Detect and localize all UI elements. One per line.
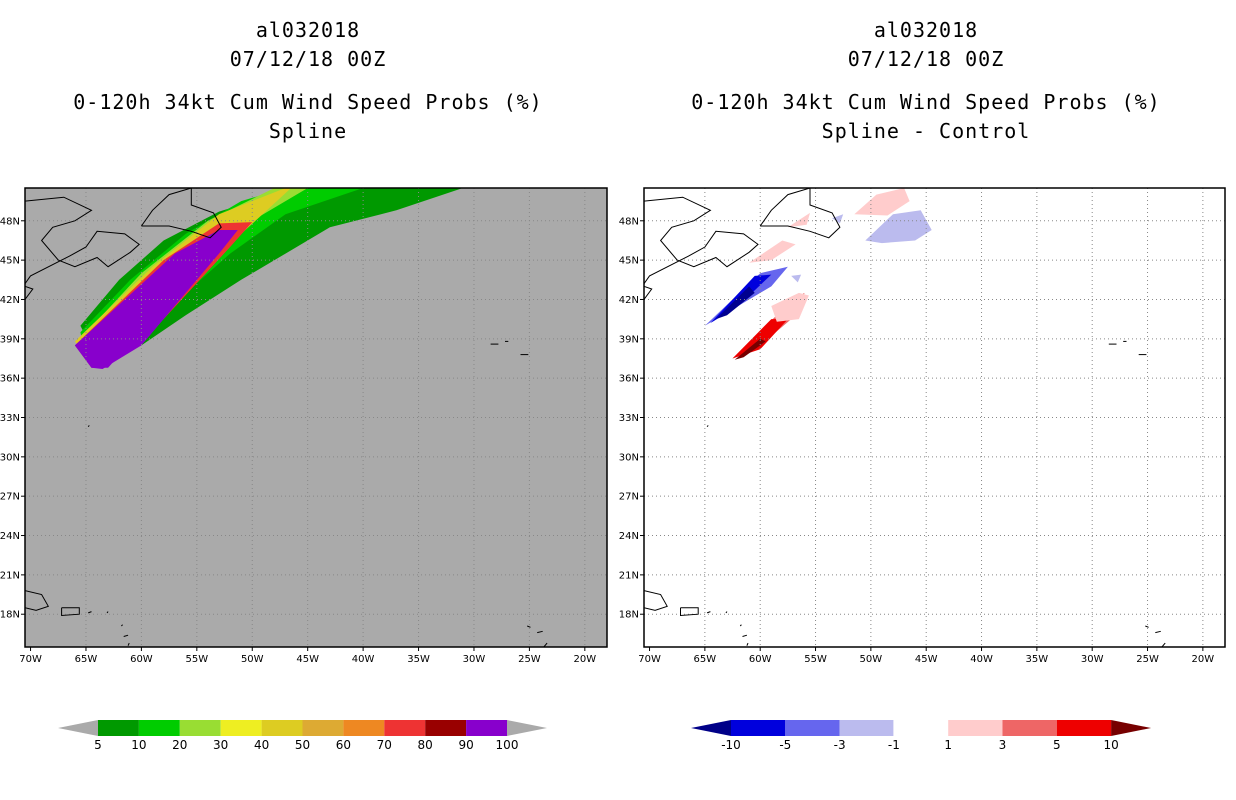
y-tick-label: 18N — [0, 610, 20, 621]
x-tick-label: 40W — [352, 654, 375, 665]
colorbar-label: 30 — [213, 738, 228, 752]
y-tick-label: 21N — [619, 570, 639, 581]
colorbar-label: 90 — [458, 738, 473, 752]
map-panel-left: 70W 65W 60W 55W 50W 45W 40W 35W 30W 25W 20W 48N 45N 4… — [0, 188, 607, 665]
colorbar-swatch — [343, 720, 384, 736]
colorbar-swatch — [384, 720, 425, 736]
y-tick-label: 33N — [619, 413, 639, 424]
colorbar-label: -1 — [888, 738, 900, 752]
colorbar-label: 1 — [944, 738, 952, 752]
x-tick-label: 60W — [130, 654, 153, 665]
y-tick-label: 24N — [0, 531, 20, 542]
x-tick-label: 45W — [915, 654, 938, 665]
colorbar-label: 3 — [999, 738, 1007, 752]
y-tick-label: 36N — [0, 374, 20, 385]
colorbar-swatch — [180, 720, 221, 736]
map-background — [644, 188, 1225, 647]
y-tick-label: 18N — [619, 610, 639, 621]
y-tick-label: 48N — [619, 216, 639, 227]
x-tick-label: 65W — [694, 654, 717, 665]
x-tick-label: 45W — [296, 654, 319, 665]
chart-canvas: 70W 65W 60W 55W 50W 45W 40W 35W 30W 25W 20W 48N 45N 4… — [0, 0, 1236, 800]
map-panel-right: 70W 65W 60W 55W 50W 45W 40W 35W 30W 25W 20W 48N 45N 4… — [619, 188, 1225, 665]
colorbar-label: 5 — [1053, 738, 1061, 752]
colorbar-swatch — [1057, 720, 1111, 736]
map-background — [25, 188, 607, 647]
colorbar-end-left — [58, 720, 98, 736]
colorbar-label: 70 — [377, 738, 392, 752]
y-tick-label: 30N — [619, 452, 639, 463]
y-tick-label: 21N — [0, 570, 20, 581]
x-tick-label: 55W — [186, 654, 209, 665]
colorbar-label: 60 — [336, 738, 351, 752]
colorbar-swatch — [840, 720, 894, 736]
x-tick-label: 50W — [241, 654, 264, 665]
colorbar-label: 80 — [418, 738, 433, 752]
y-tick-label: 33N — [0, 413, 20, 424]
colorbar-swatch — [139, 720, 180, 736]
x-tick-label: 65W — [75, 654, 98, 665]
colorbar-label: 20 — [172, 738, 187, 752]
y-tick-label: 39N — [0, 334, 20, 345]
y-tick-label: 48N — [0, 216, 20, 227]
y-tick-label: 30N — [0, 452, 20, 463]
colorbar-end-right — [507, 720, 547, 736]
colorbar-swatch — [221, 720, 262, 736]
colorbar-swatch — [731, 720, 785, 736]
colorbar-label: -5 — [779, 738, 791, 752]
y-tick-label: 36N — [619, 374, 639, 385]
x-tick-label: 35W — [407, 654, 430, 665]
colorbar-label: -10 — [721, 738, 741, 752]
colorbar-label: 100 — [496, 738, 519, 752]
colorbar-end-right — [1111, 720, 1151, 736]
colorbar-swatch — [466, 720, 507, 736]
x-tick-label: 30W — [463, 654, 486, 665]
y-tick-label: 39N — [619, 334, 639, 345]
x-tick-label: 25W — [1136, 654, 1159, 665]
x-tick-label: 60W — [749, 654, 772, 665]
x-tick-label: 25W — [518, 654, 541, 665]
y-tick-label: 45N — [619, 256, 639, 267]
colorbar-swatch — [425, 720, 466, 736]
x-tick-label: 55W — [804, 654, 827, 665]
x-tick-label: 70W — [638, 654, 661, 665]
colorbar-left: 5 10 20 30 40 50 60 70 80 90 100 — [58, 720, 547, 752]
x-tick-label: 30W — [1081, 654, 1104, 665]
x-tick-label: 40W — [970, 654, 993, 665]
y-tick-label: 45N — [0, 256, 20, 267]
colorbar-swatch — [1003, 720, 1057, 736]
colorbar-swatch — [894, 720, 948, 736]
colorbar-swatch — [303, 720, 344, 736]
x-tick-label: 20W — [574, 654, 597, 665]
colorbar-swatch — [98, 720, 139, 736]
x-tick-label: 35W — [1026, 654, 1049, 665]
colorbar-swatch — [262, 720, 303, 736]
x-tick-label: 20W — [1192, 654, 1215, 665]
colorbar-label: 10 — [131, 738, 146, 752]
y-tick-label: 27N — [619, 492, 639, 503]
colorbar-swatch — [948, 720, 1002, 736]
x-tick-label: 70W — [19, 654, 42, 665]
y-tick-label: 24N — [619, 531, 639, 542]
colorbar-right: -10 -5 -3 -1 1 3 5 10 — [691, 720, 1151, 752]
y-tick-label: 42N — [0, 295, 20, 306]
colorbar-label: 40 — [254, 738, 269, 752]
colorbar-label: -3 — [834, 738, 846, 752]
y-tick-label: 42N — [619, 295, 639, 306]
colorbar-end-left — [691, 720, 731, 736]
colorbar-label: 10 — [1103, 738, 1118, 752]
colorbar-label: 5 — [94, 738, 102, 752]
colorbar-swatch — [785, 720, 839, 736]
x-tick-label: 50W — [860, 654, 883, 665]
y-tick-label: 27N — [0, 492, 20, 503]
colorbar-label: 50 — [295, 738, 310, 752]
